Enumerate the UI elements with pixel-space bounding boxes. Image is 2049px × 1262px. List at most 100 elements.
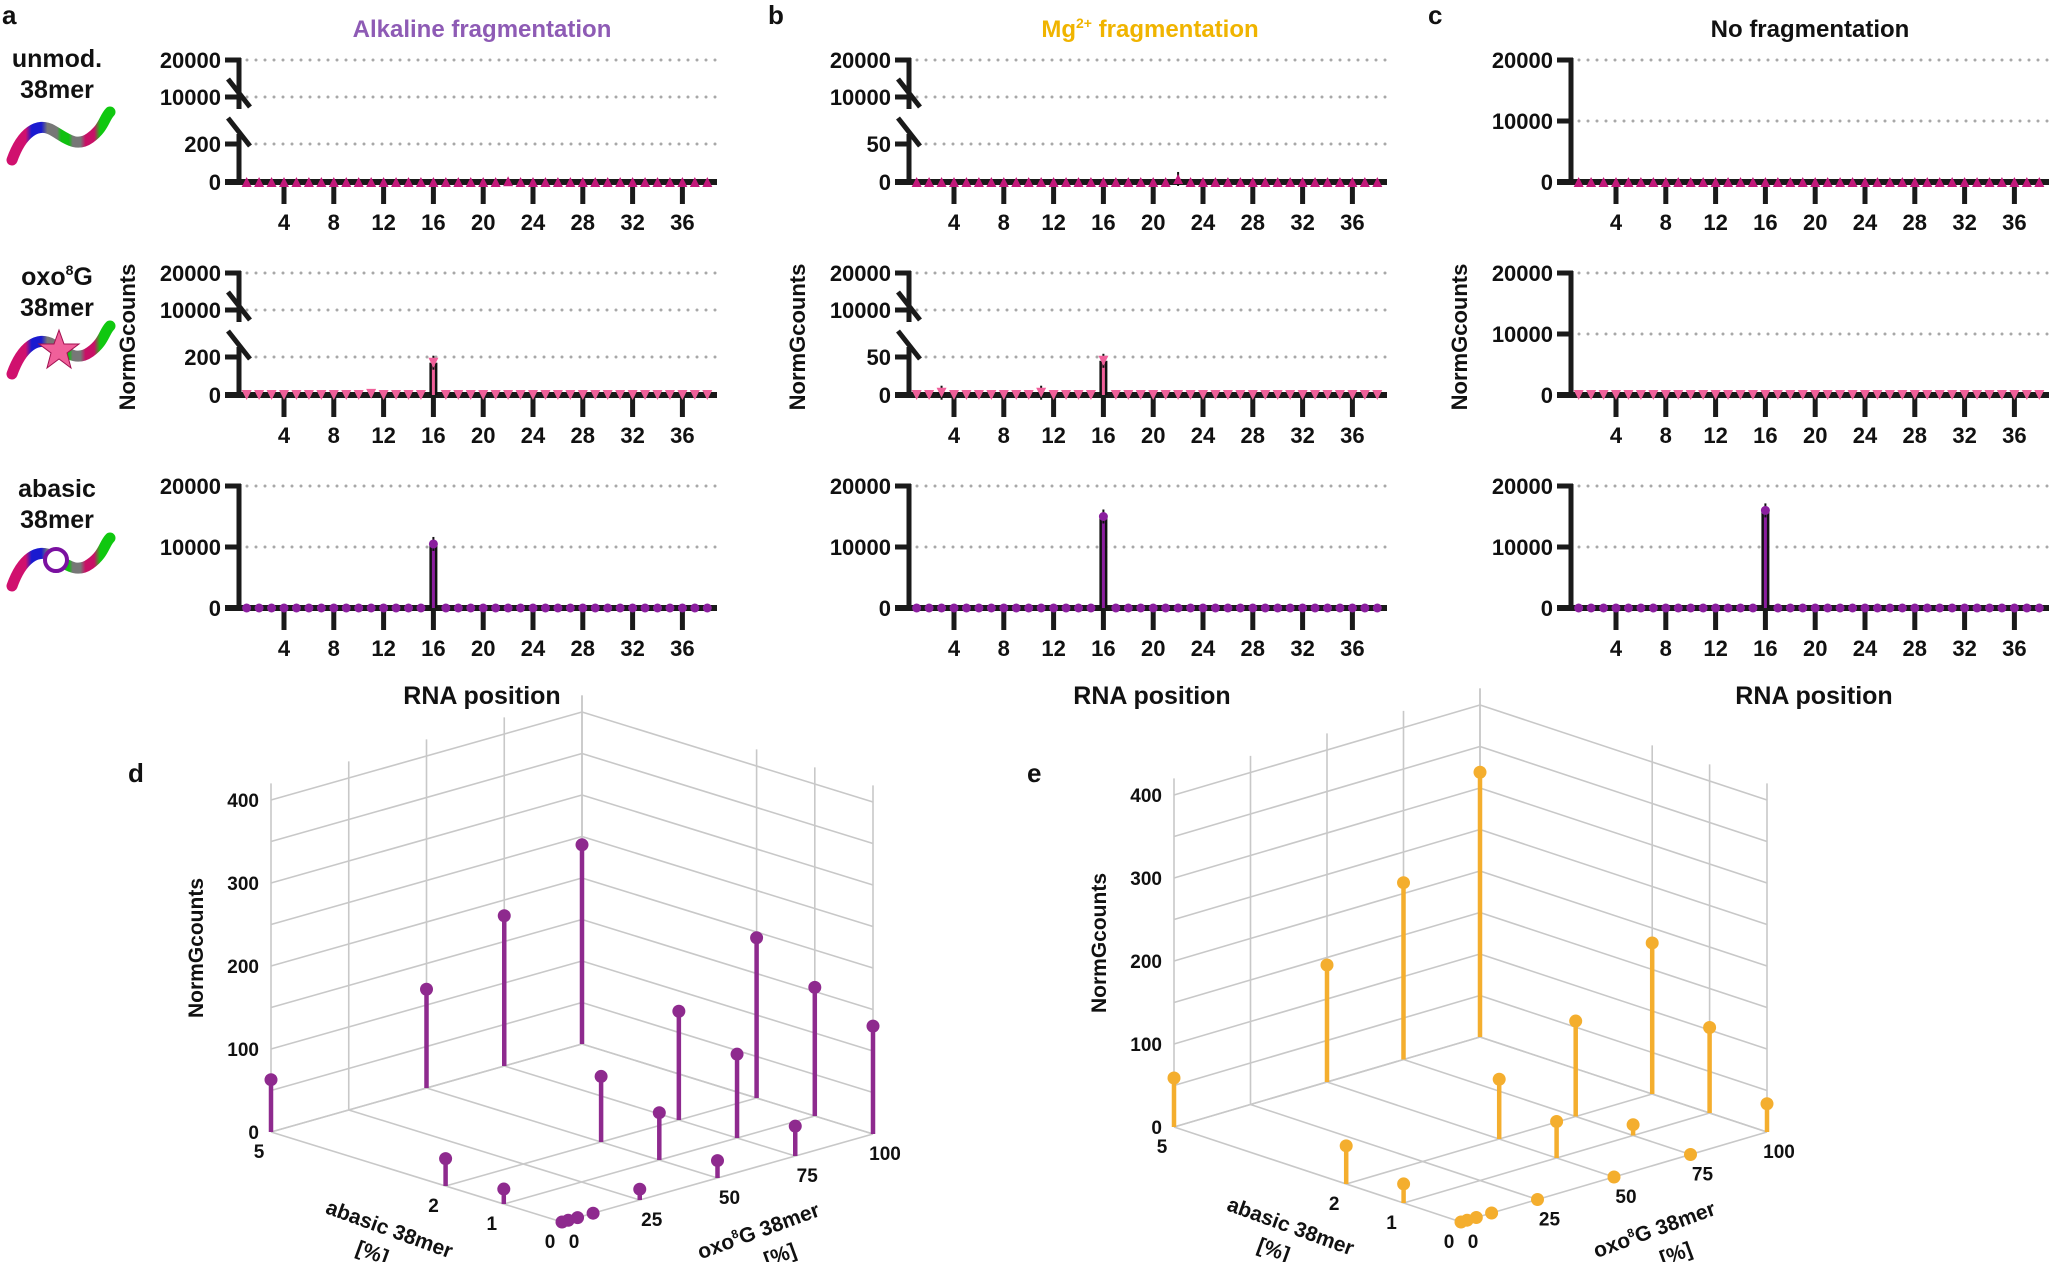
data-point: [1648, 603, 1658, 613]
y-tick-label: 10000: [1492, 535, 1553, 560]
data-point: [1847, 390, 1858, 400]
data-point: [1772, 390, 1783, 400]
x-tick-label: 16: [1091, 423, 1115, 448]
row-label-g: G: [73, 263, 93, 291]
x-tick-label: 32: [1290, 210, 1314, 235]
x-tick-label: 8: [998, 210, 1010, 235]
data-point: [1599, 603, 1609, 613]
data-point: [440, 390, 451, 400]
data-point: [279, 177, 289, 187]
data-point: [1347, 603, 1357, 613]
data-point: [1598, 177, 1609, 187]
panel-label-a: a: [2, 0, 17, 30]
x-tick-label: 32: [620, 423, 644, 448]
x-tick-label: 36: [1340, 636, 1364, 661]
data-point: [515, 177, 526, 187]
data-point: [1823, 603, 1833, 613]
data-point: [1048, 390, 1059, 400]
data-point: [353, 177, 364, 187]
x-tick-label: 4: [1610, 636, 1623, 661]
data-point: [490, 177, 501, 187]
data-point: [1922, 390, 1933, 400]
data-point: [241, 390, 252, 400]
x-tick-label: 16: [1091, 210, 1115, 235]
x-tick-label: 24: [1853, 423, 1878, 448]
data-point: [1049, 603, 1059, 613]
stem-head-point: [1397, 876, 1410, 890]
data-point: [590, 177, 601, 187]
data-point: [1910, 603, 1920, 613]
oxo8g-tick-label: 0: [1468, 1232, 1479, 1253]
data-point: [689, 390, 700, 400]
data-point: [999, 603, 1009, 613]
data-point: [1285, 390, 1296, 400]
data-point: [628, 603, 638, 613]
data-point: [2009, 177, 2020, 187]
floor-gridline: [1403, 1058, 1691, 1156]
wall-gridline: [1173, 828, 1481, 921]
x-tick-label: 20: [471, 423, 495, 448]
data-point: [1248, 603, 1258, 613]
data-point: [1884, 390, 1895, 400]
data-point: [1586, 390, 1597, 400]
x-tick-label: 8: [1660, 423, 1672, 448]
data-point: [1960, 603, 1970, 613]
bar-chart-a-2: 0 10000 20000 4 8 12 16 20 24 28 32 36 RNA position: [160, 474, 719, 710]
data-point: [428, 177, 439, 187]
y-axis-title: NormGcounts: [115, 264, 140, 411]
data-point: [602, 177, 613, 187]
data-point: [1085, 390, 1096, 400]
data-point: [590, 603, 600, 613]
stem-head-point: [633, 1182, 647, 1196]
data-point: [2021, 177, 2032, 187]
data-point: [2009, 603, 2019, 613]
data-point: [1185, 177, 1196, 187]
y-tick-label: 20000: [1492, 474, 1553, 499]
y-tick-label: 10000: [160, 298, 221, 323]
data-point: [1872, 603, 1882, 613]
oxo8g-axis-title-superscript: 8: [729, 1226, 740, 1242]
wall-gridline: [581, 794, 874, 886]
data-point: [1360, 603, 1370, 613]
wall-gridline: [581, 918, 874, 1011]
data-point: [1698, 177, 1709, 187]
data-point: [1322, 177, 1333, 187]
data-point: [2034, 177, 2045, 187]
data-point: [1086, 603, 1096, 613]
wall-gridline: [1479, 994, 1768, 1092]
panel-c-title: No fragmentation: [1711, 16, 1910, 43]
data-point: [1272, 390, 1283, 400]
row-label-line2: 38mer: [20, 76, 94, 104]
wall-gridline: [270, 877, 583, 967]
data-point: [1860, 390, 1870, 400]
data-point: [254, 177, 265, 187]
data-point: [1785, 177, 1796, 187]
row-label-abasic: abasic 38mer: [2, 474, 112, 536]
y-tick-label: 20000: [830, 261, 891, 286]
data-point: [1972, 603, 1982, 613]
floor-gridline: [581, 1043, 874, 1135]
data-point: [603, 603, 613, 613]
data-point: [266, 177, 277, 187]
data-point: [1897, 177, 1908, 187]
data-point: [961, 603, 971, 613]
stem-head-point: [555, 1215, 569, 1229]
data-point: [640, 390, 651, 400]
x-tick-label: 12: [1703, 210, 1727, 235]
data-point: [1922, 177, 1933, 187]
x-tick-label: 28: [1903, 210, 1927, 235]
floor-gridline: [1326, 1081, 1615, 1178]
data-point: [1148, 603, 1158, 613]
stem-head-point: [1485, 1206, 1499, 1220]
stem-head-point: [672, 1004, 686, 1018]
data-point: [1198, 603, 1208, 613]
data-point: [2021, 390, 2032, 400]
data-point: [1947, 390, 1958, 400]
row-label-line2: 38mer: [20, 294, 94, 322]
data-point: [1897, 603, 1907, 613]
x-tick-label: 28: [571, 636, 595, 661]
wall-gridline: [581, 877, 874, 969]
data-point: [949, 390, 959, 400]
data-point: [1947, 177, 1958, 187]
data-point: [1909, 390, 1920, 400]
